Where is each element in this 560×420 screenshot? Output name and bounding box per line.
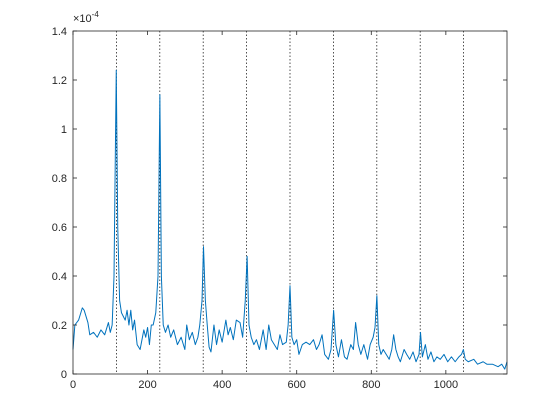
x-tick-label: 0 — [70, 379, 76, 391]
y-tick-label: 0.8 — [52, 173, 67, 185]
multiplier-exponent: -4 — [92, 10, 100, 19]
x-tick-label: 1000 — [434, 379, 458, 391]
y-tick-label: 0.4 — [52, 271, 67, 283]
y-tick-label: 1 — [61, 124, 67, 136]
axes-box — [72, 30, 508, 375]
multiplier-base: ×10 — [73, 13, 92, 25]
y-tick-label: 1.2 — [52, 75, 67, 87]
x-tick-label: 200 — [138, 379, 156, 391]
y-tick-label: 0 — [61, 369, 67, 381]
y-multiplier: ×10-4 — [73, 10, 99, 25]
y-tick-label: 0.2 — [52, 320, 67, 332]
x-tick-label: 600 — [288, 379, 306, 391]
y-tick-label: 1.4 — [52, 26, 67, 38]
y-tick-label: 0.6 — [52, 222, 67, 234]
x-tick-label: 800 — [362, 379, 380, 391]
x-tick-label: 400 — [213, 379, 231, 391]
data-line — [72, 69, 508, 370]
